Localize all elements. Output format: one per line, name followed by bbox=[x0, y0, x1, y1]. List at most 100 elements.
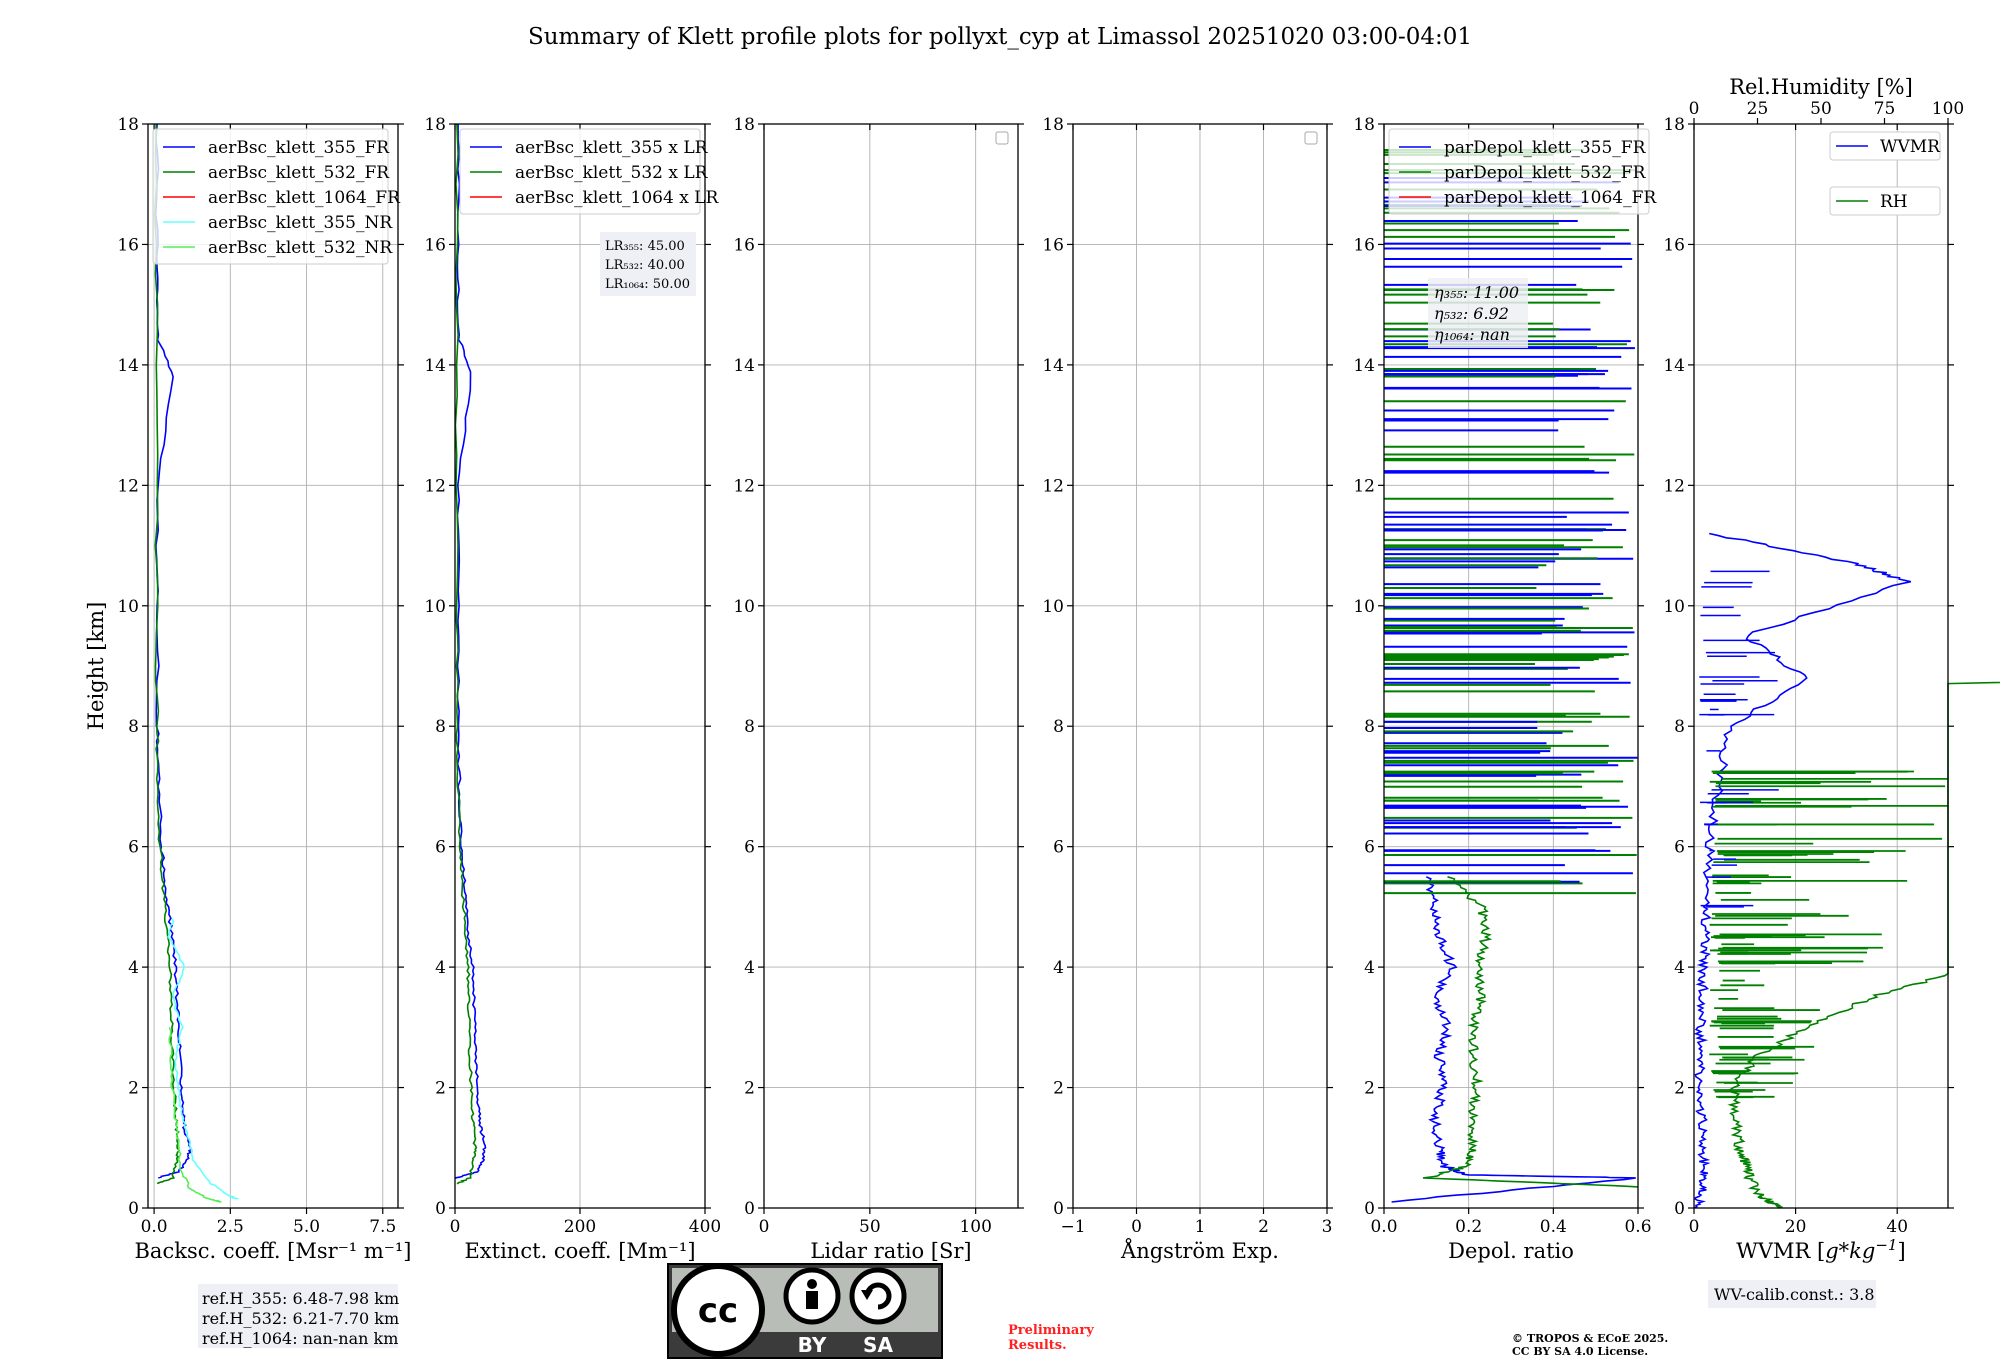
y-tick-label: 4 bbox=[744, 958, 755, 978]
series-line-WVMR bbox=[1693, 532, 1911, 1209]
series-group bbox=[454, 123, 487, 1185]
y-tick-label: 12 bbox=[1042, 476, 1064, 496]
legend-label: aerBsc_klett_532 x LR bbox=[515, 163, 709, 183]
y-tick-label: 16 bbox=[1353, 235, 1375, 255]
x-tick-label: 200 bbox=[564, 1217, 596, 1237]
lr-value: LR₁₀₆₄: 50.00 bbox=[605, 277, 690, 292]
y-tick-label: 4 bbox=[1674, 958, 1685, 978]
y-tick-label: 2 bbox=[1674, 1079, 1685, 1099]
series-group bbox=[153, 123, 240, 1203]
axes-frame bbox=[1693, 123, 1949, 1209]
x-tick-label: 0 bbox=[1689, 1217, 1700, 1237]
y-tick-label: 6 bbox=[1364, 838, 1375, 858]
y-tick-label: 10 bbox=[117, 597, 139, 617]
y-tick-label: 8 bbox=[744, 717, 755, 737]
axes-frame bbox=[763, 123, 1019, 1209]
empty-legend bbox=[1304, 131, 1318, 145]
eta-value: η₅₃₂: 6.92 bbox=[1434, 304, 1509, 323]
x-tick-label: 400 bbox=[689, 1217, 721, 1237]
series-line-parDepol_klett_355_FR bbox=[1391, 876, 1636, 1203]
y-tick-label: 14 bbox=[1353, 356, 1375, 376]
y-tick-label: 0 bbox=[435, 1199, 446, 1219]
y-tick-label: 6 bbox=[1674, 838, 1685, 858]
y-tick-label: 6 bbox=[744, 838, 755, 858]
series-group bbox=[1693, 532, 2000, 1209]
x-tick-label: 0.4 bbox=[1540, 1217, 1567, 1237]
y-tick-label: 12 bbox=[733, 476, 755, 496]
x-tick-label: 5.0 bbox=[293, 1217, 320, 1237]
y-tick-label: 4 bbox=[435, 958, 446, 978]
series-line-RH bbox=[1727, 681, 2000, 1209]
x-tick-label: 0.0 bbox=[1370, 1217, 1397, 1237]
lr-annotation: LR₃₅₅: 45.00 LR₅₃₂: 40.00 LR₁₀₆₄: 50.00 bbox=[600, 232, 696, 296]
x-tick-label: 20 bbox=[1785, 1217, 1807, 1237]
y-tick-label: 16 bbox=[117, 235, 139, 255]
y-tick-label: 12 bbox=[1353, 476, 1375, 496]
legend-label: parDepol_klett_355_FR bbox=[1444, 138, 1647, 158]
copyright-line-2: CC BY SA 4.0 License. bbox=[1512, 1345, 1648, 1358]
y-tick-label: 14 bbox=[424, 356, 446, 376]
y-tick-label: 10 bbox=[733, 597, 755, 617]
x-axis-label: Backsc. coeff. [Msr⁻¹ m⁻¹] bbox=[135, 1239, 412, 1263]
y-tick-label: 14 bbox=[733, 356, 755, 376]
x-axis-label: Extinct. coeff. [Mm⁻¹] bbox=[464, 1239, 695, 1263]
axes-frame bbox=[1383, 123, 1639, 1209]
panel-ext: 0 200 400 0 2 4 6 8 10 12 14 16 18 Extinct. coeff. [M… bbox=[424, 115, 721, 1263]
eta-annotation: η₃₅₅: 11.00 η₅₃₂: 6.92 η₁₀₆₄: nan bbox=[1428, 278, 1528, 348]
cc-license-logo: cc BY SA bbox=[667, 1263, 943, 1359]
y-tick-label: 6 bbox=[435, 838, 446, 858]
y-tick-label: 18 bbox=[1663, 115, 1685, 135]
figure-title: Summary of Klett profile plots for polly… bbox=[528, 24, 1472, 50]
y-tick-label: 16 bbox=[1663, 235, 1685, 255]
series-line-aerBsc_klett_532_FR bbox=[153, 123, 181, 1185]
x-tick-label: 2 bbox=[1258, 1217, 1269, 1237]
series-line-aerBsc_klett_355_FR bbox=[154, 123, 193, 1179]
series-line-aerBsc_klett_355_NR bbox=[167, 918, 240, 1200]
y-tick-label: 2 bbox=[744, 1079, 755, 1099]
y-tick-label: 8 bbox=[1674, 717, 1685, 737]
x-tick-label: 2.5 bbox=[217, 1217, 244, 1237]
y-tick-label: 4 bbox=[128, 958, 139, 978]
y-tick-label: 10 bbox=[1353, 597, 1375, 617]
y-tick-label: 0 bbox=[128, 1199, 139, 1219]
y-tick-label: 4 bbox=[1364, 958, 1375, 978]
y-tick-label: 0 bbox=[744, 1199, 755, 1219]
y-tick-label: 12 bbox=[117, 476, 139, 496]
x-tick-label: 40 bbox=[1886, 1217, 1908, 1237]
lr-value: LR₃₅₅: 45.00 bbox=[605, 239, 685, 254]
legend-WVMR: WVMR bbox=[1829, 131, 1941, 161]
x-tick-label: 0 bbox=[759, 1217, 770, 1237]
x-tick-label: −1 bbox=[1060, 1217, 1085, 1237]
legend-label: aerBsc_klett_1064_FR bbox=[208, 188, 401, 208]
y-tick-label: 8 bbox=[1053, 717, 1064, 737]
y-tick-label: 8 bbox=[435, 717, 446, 737]
sa-label: SA bbox=[863, 1333, 893, 1357]
y-tick-label: 10 bbox=[1663, 597, 1685, 617]
top-x-tick-label: 100 bbox=[1932, 99, 1964, 119]
x-axis-label: Depol. ratio bbox=[1448, 1239, 1574, 1263]
x-tick-label: 0 bbox=[450, 1217, 461, 1237]
cc-mark: cc bbox=[698, 1291, 738, 1331]
y-tick-label: 14 bbox=[1663, 356, 1685, 376]
y-tick-label: 2 bbox=[435, 1079, 446, 1099]
eta-value: η₃₅₅: 11.00 bbox=[1434, 283, 1519, 302]
y-tick-label: 10 bbox=[1042, 597, 1064, 617]
y-tick-label: 12 bbox=[1663, 476, 1685, 496]
top-x-tick-label: 50 bbox=[1810, 99, 1832, 119]
preliminary-line-1: Preliminary bbox=[1008, 1323, 1094, 1338]
y-tick-label: 6 bbox=[1053, 838, 1064, 858]
y-tick-label: 2 bbox=[128, 1079, 139, 1099]
ref-height-box: ref.H_355: 6.48-7.98 km ref.H_532: 6.21-… bbox=[198, 1284, 399, 1348]
legend: parDepol_klett_355_FR parDepol_klett_532_… bbox=[1388, 128, 1657, 215]
series-line-aerBsc_klett_532 x LR bbox=[454, 123, 478, 1185]
legend: aerBsc_klett_355 x LR aerBsc_klett_532 x … bbox=[459, 128, 719, 215]
y-tick-label: 12 bbox=[424, 476, 446, 496]
legend-label: aerBsc_klett_1064 x LR bbox=[515, 188, 719, 208]
series-line-aerBsc_klett_355 x LR bbox=[454, 124, 487, 1179]
y-tick-label: 16 bbox=[1042, 235, 1064, 255]
y-tick-label: 18 bbox=[424, 115, 446, 135]
ref-height-355: ref.H_355: 6.48-7.98 km bbox=[202, 1289, 399, 1308]
x-axis-label: Ångström Exp. bbox=[1120, 1238, 1279, 1263]
